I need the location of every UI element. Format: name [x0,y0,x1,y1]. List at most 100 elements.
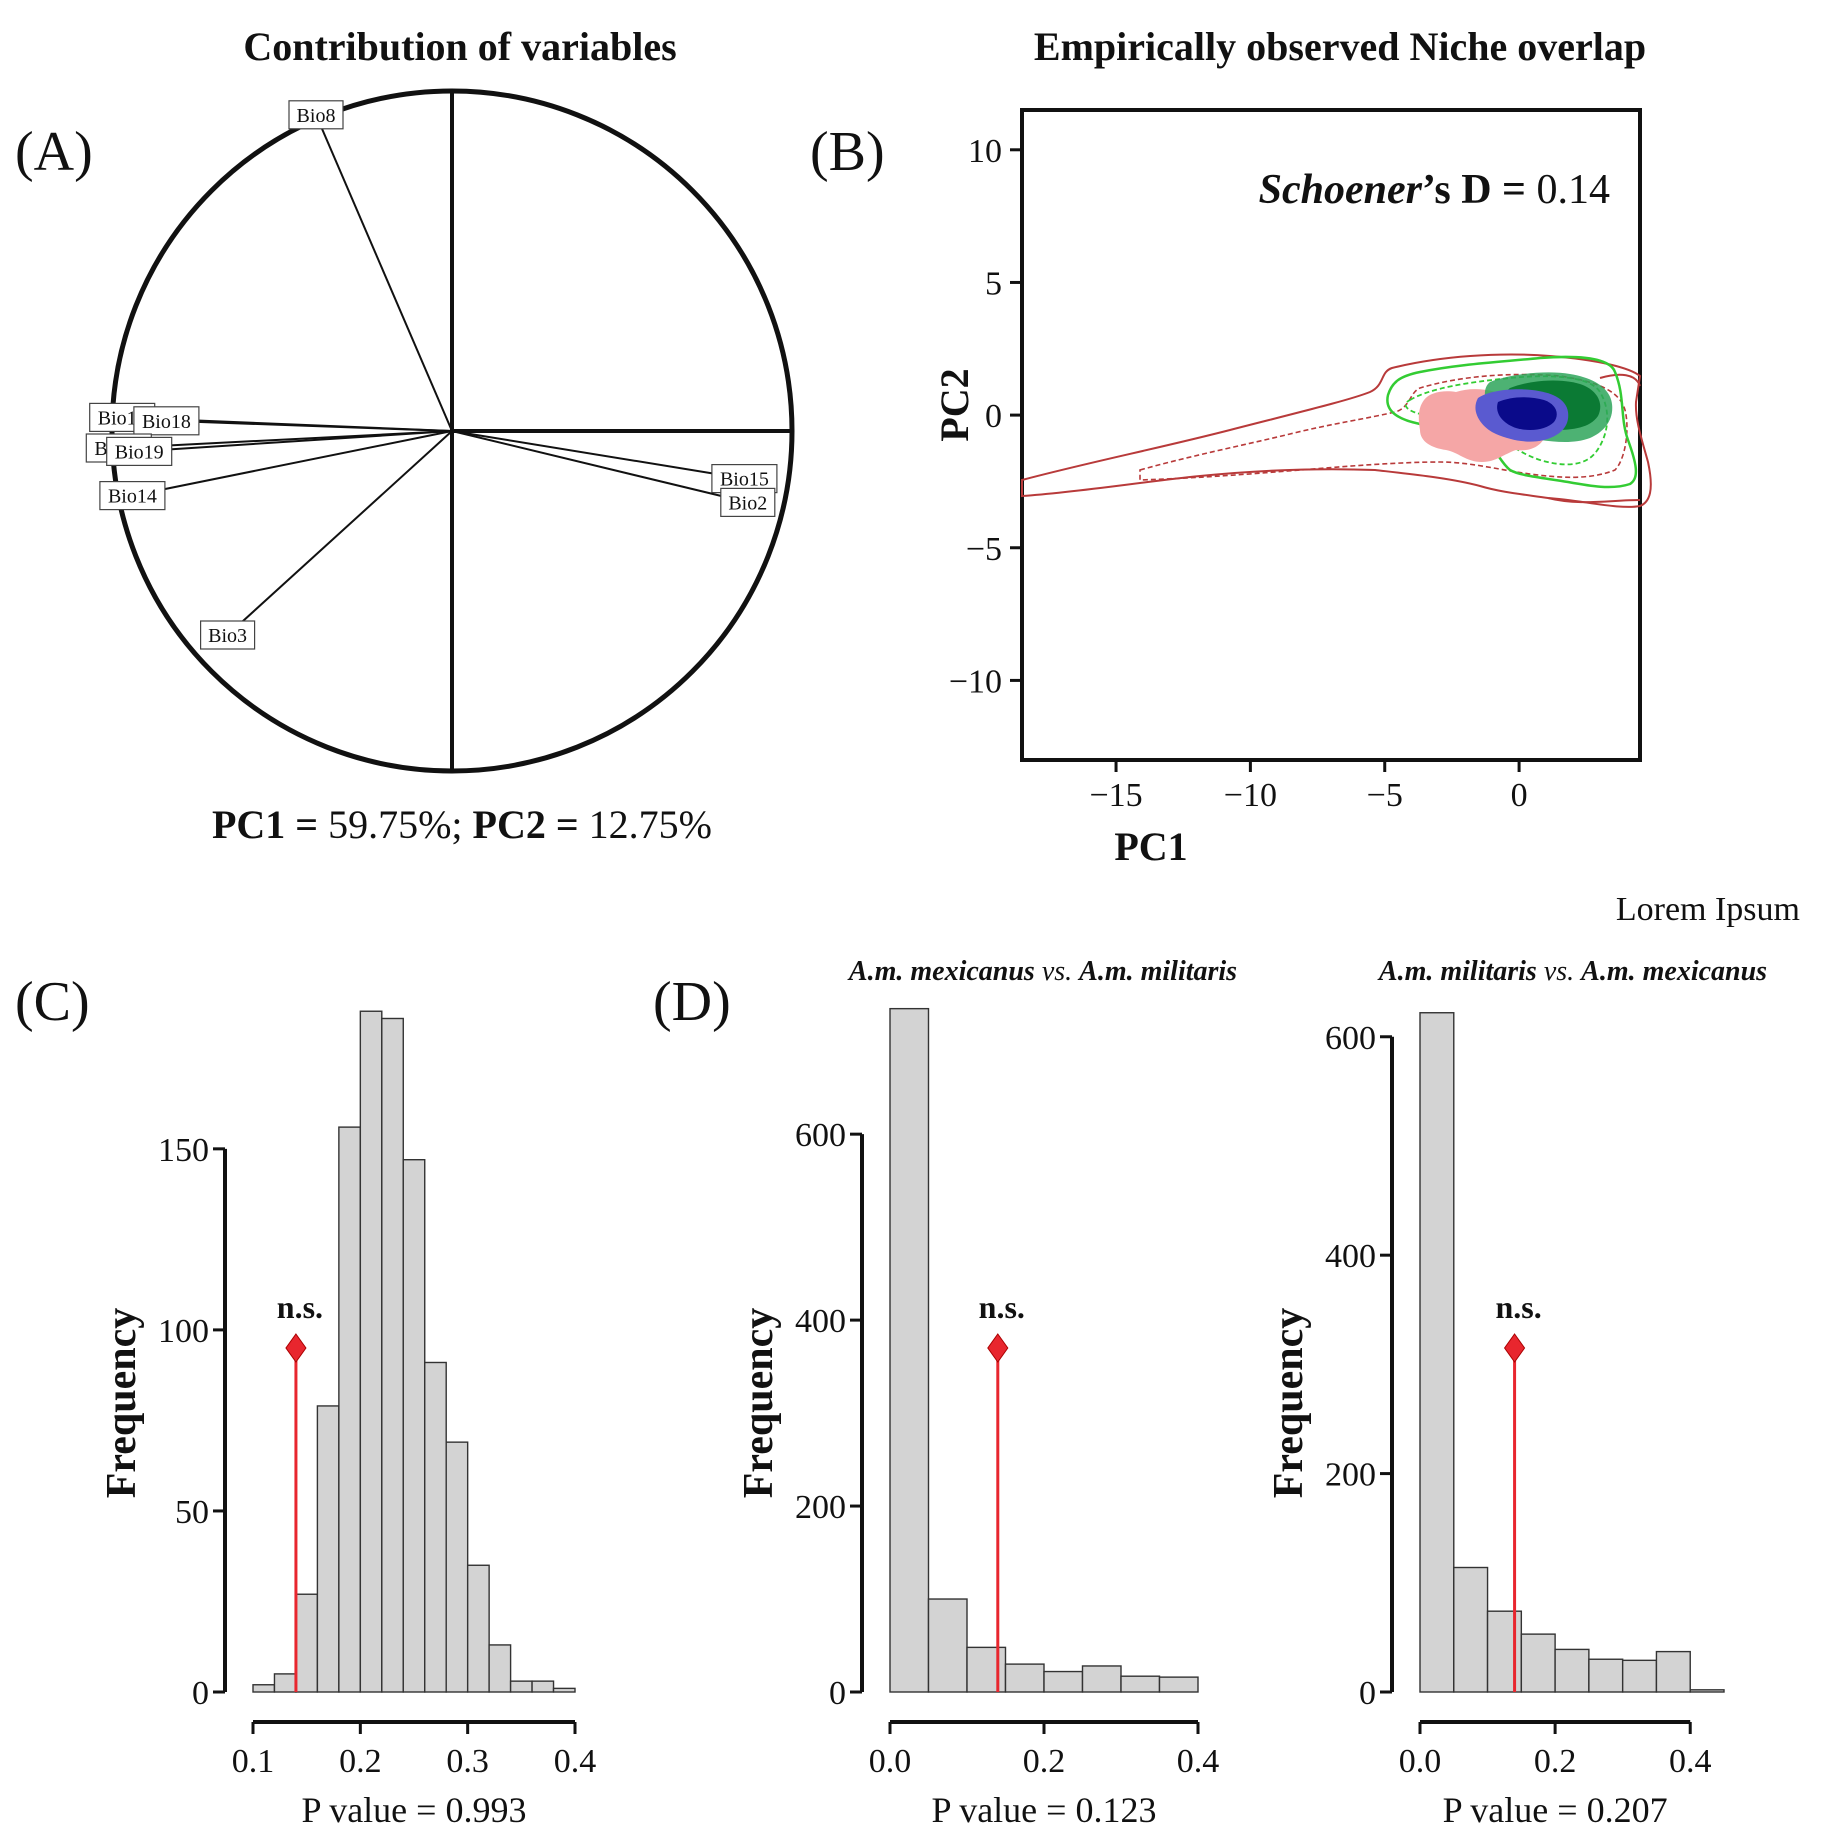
xtick-label: 0.3 [446,1743,489,1780]
panel-b-title: Empirically observed Niche overlap [1034,24,1646,69]
ytick-label: 600 [795,1117,846,1154]
panel-c-histogram: 0 50 100 150 0.1 0.2 0.3 0.4 P value = 0.993 Freq… [99,1010,597,1827]
panel-d-caption: Lorem Ipsum [1616,891,1800,928]
histogram-bar [402,1159,426,1693]
histogram-title-part: A.m. militaris [1377,956,1537,987]
arrow-bio3 [226,430,453,636]
ytick-label: 600 [1325,1020,1376,1057]
histogram-bar [1081,1665,1122,1693]
significance-label: n.s. [1495,1289,1541,1325]
xlabel: P value = 0.123 [932,1790,1157,1827]
histogram-bar [1689,1689,1725,1693]
histogram-bar [509,1680,533,1693]
schoener-name: Schoener [1259,167,1423,213]
histogram-bar [381,1017,404,1693]
pc2-value: 12.75% [589,802,712,847]
histogram-bar [1120,1675,1161,1693]
schoener-value: 0.14 [1537,167,1611,213]
panel-d1-histogram: 0 200 400 600 0.0 0.2 0.4 P value = 0.123 Freque… [736,956,1237,1827]
panel-c-letter: (C) [15,971,90,1033]
histogram-title-part: vs. [1035,956,1079,987]
xtick-label: 0.4 [554,1743,597,1780]
b-ytick-label: 10 [968,133,1002,170]
histogram-title-part: A.m. militaris [1077,956,1237,987]
ytick-label: 0 [829,1675,846,1712]
pc2-label: PC2 = [473,802,579,847]
histogram-bar [966,1646,1007,1693]
red-outer-contour [1021,353,1652,508]
histogram-title: A.m. mexicanus vs. A.m. militaris [847,956,1237,987]
label-bio8: Bio8 [297,105,336,127]
histogram-bar [531,1680,555,1693]
xtick-label: 0.0 [869,1743,912,1780]
xtick-label: 0.0 [1399,1743,1442,1780]
ytick-label: 400 [795,1303,846,1340]
b-xlabel: PC1 [1114,824,1187,869]
xtick-label: 0.2 [1534,1743,1577,1780]
label-box-bio3 [200,620,256,650]
ylabel: Frequency [736,1308,782,1499]
red-outer-contour-right [1547,373,1641,504]
panel-a-title: Contribution of variables [243,24,676,69]
arrow-bio2 [451,430,749,504]
label-bio14: Bio14 [108,486,157,508]
xtick-label: 0.4 [1177,1743,1220,1780]
ytick-label: 50 [175,1494,209,1531]
label-box-bio2 [720,487,776,517]
panel-a-correlation-circle: Contribution of variables (A) Bio8Bio13B… [15,24,795,847]
xtick-label: 0.4 [1669,1743,1712,1780]
histogram-bar [295,1593,319,1693]
ytick-label: 100 [158,1313,209,1350]
panel-a-variance-summary: PC1 = 59.75%; PC2 = 12.75% [212,802,712,847]
blue-density-core [1497,397,1557,430]
pc1-value: 59.75%; [328,802,462,847]
histogram-bar [316,1405,340,1693]
histogram-title-part: A.m. mexicanus [847,956,1035,987]
histogram-bar [359,1010,383,1693]
histogram-bar [252,1684,276,1693]
b-ylabel: PC2 [932,368,977,441]
b-xtick-label: 0 [1511,777,1528,814]
histogram-bar [1621,1659,1658,1693]
xtick-label: 0.2 [339,1743,382,1780]
histogram-bar [552,1687,576,1693]
pc1-label: PC1 = [212,802,318,847]
significance-label: n.s. [979,1289,1025,1325]
xlabel: P value = 0.207 [1443,1790,1668,1827]
b-ytick-label: −5 [966,531,1002,568]
ytick-label: 200 [795,1489,846,1526]
observed-value-marker [1503,1333,1526,1363]
histogram-bar [445,1441,469,1693]
histogram-bar [1004,1663,1045,1693]
panel-d2-histogram: 0 200 400 600 0.0 0.2 0.4P value = 0.207 Freque… [1266,956,1767,1827]
b-ytick-label: −10 [949,663,1002,700]
histogram-bar [466,1564,490,1693]
histogram-bar [1419,1012,1455,1693]
label-bio18: Bio18 [142,411,191,433]
histogram-bar [889,1007,930,1693]
histogram-bar [1554,1648,1590,1693]
histogram-bar [338,1126,362,1693]
significance-label: n.s. [277,1289,323,1325]
histogram-bar [424,1361,447,1693]
histogram-bar [1453,1566,1489,1693]
schoener-suffix: ’s D = [1422,167,1526,213]
red-inner-contour [1139,373,1628,481]
ytick-label: 200 [1325,1457,1376,1494]
arrow-bio8 [315,114,453,432]
label-box-bio8 [288,100,344,130]
histogram-title: A.m. militaris vs. A.m. mexicanus [1377,956,1767,987]
label-box-bio14 [99,481,166,511]
histogram-bar [488,1644,512,1693]
histogram-bar [1588,1658,1624,1693]
xtick-label: 0.2 [1023,1743,1066,1780]
arrow-bio19 [139,430,453,453]
b-xtick-label: −15 [1089,777,1142,814]
b-ytick-label: 5 [985,265,1002,302]
xtick-label: 0.1 [232,1743,275,1780]
ylabel: Frequency [1266,1308,1312,1499]
ytick-label: 0 [1359,1675,1376,1712]
ylabel: Frequency [99,1308,145,1499]
panel-d-letter: (D) [653,971,731,1033]
panel-b-niche-overlap: Empirically observed Niche overlap (B) −… [810,24,1652,869]
